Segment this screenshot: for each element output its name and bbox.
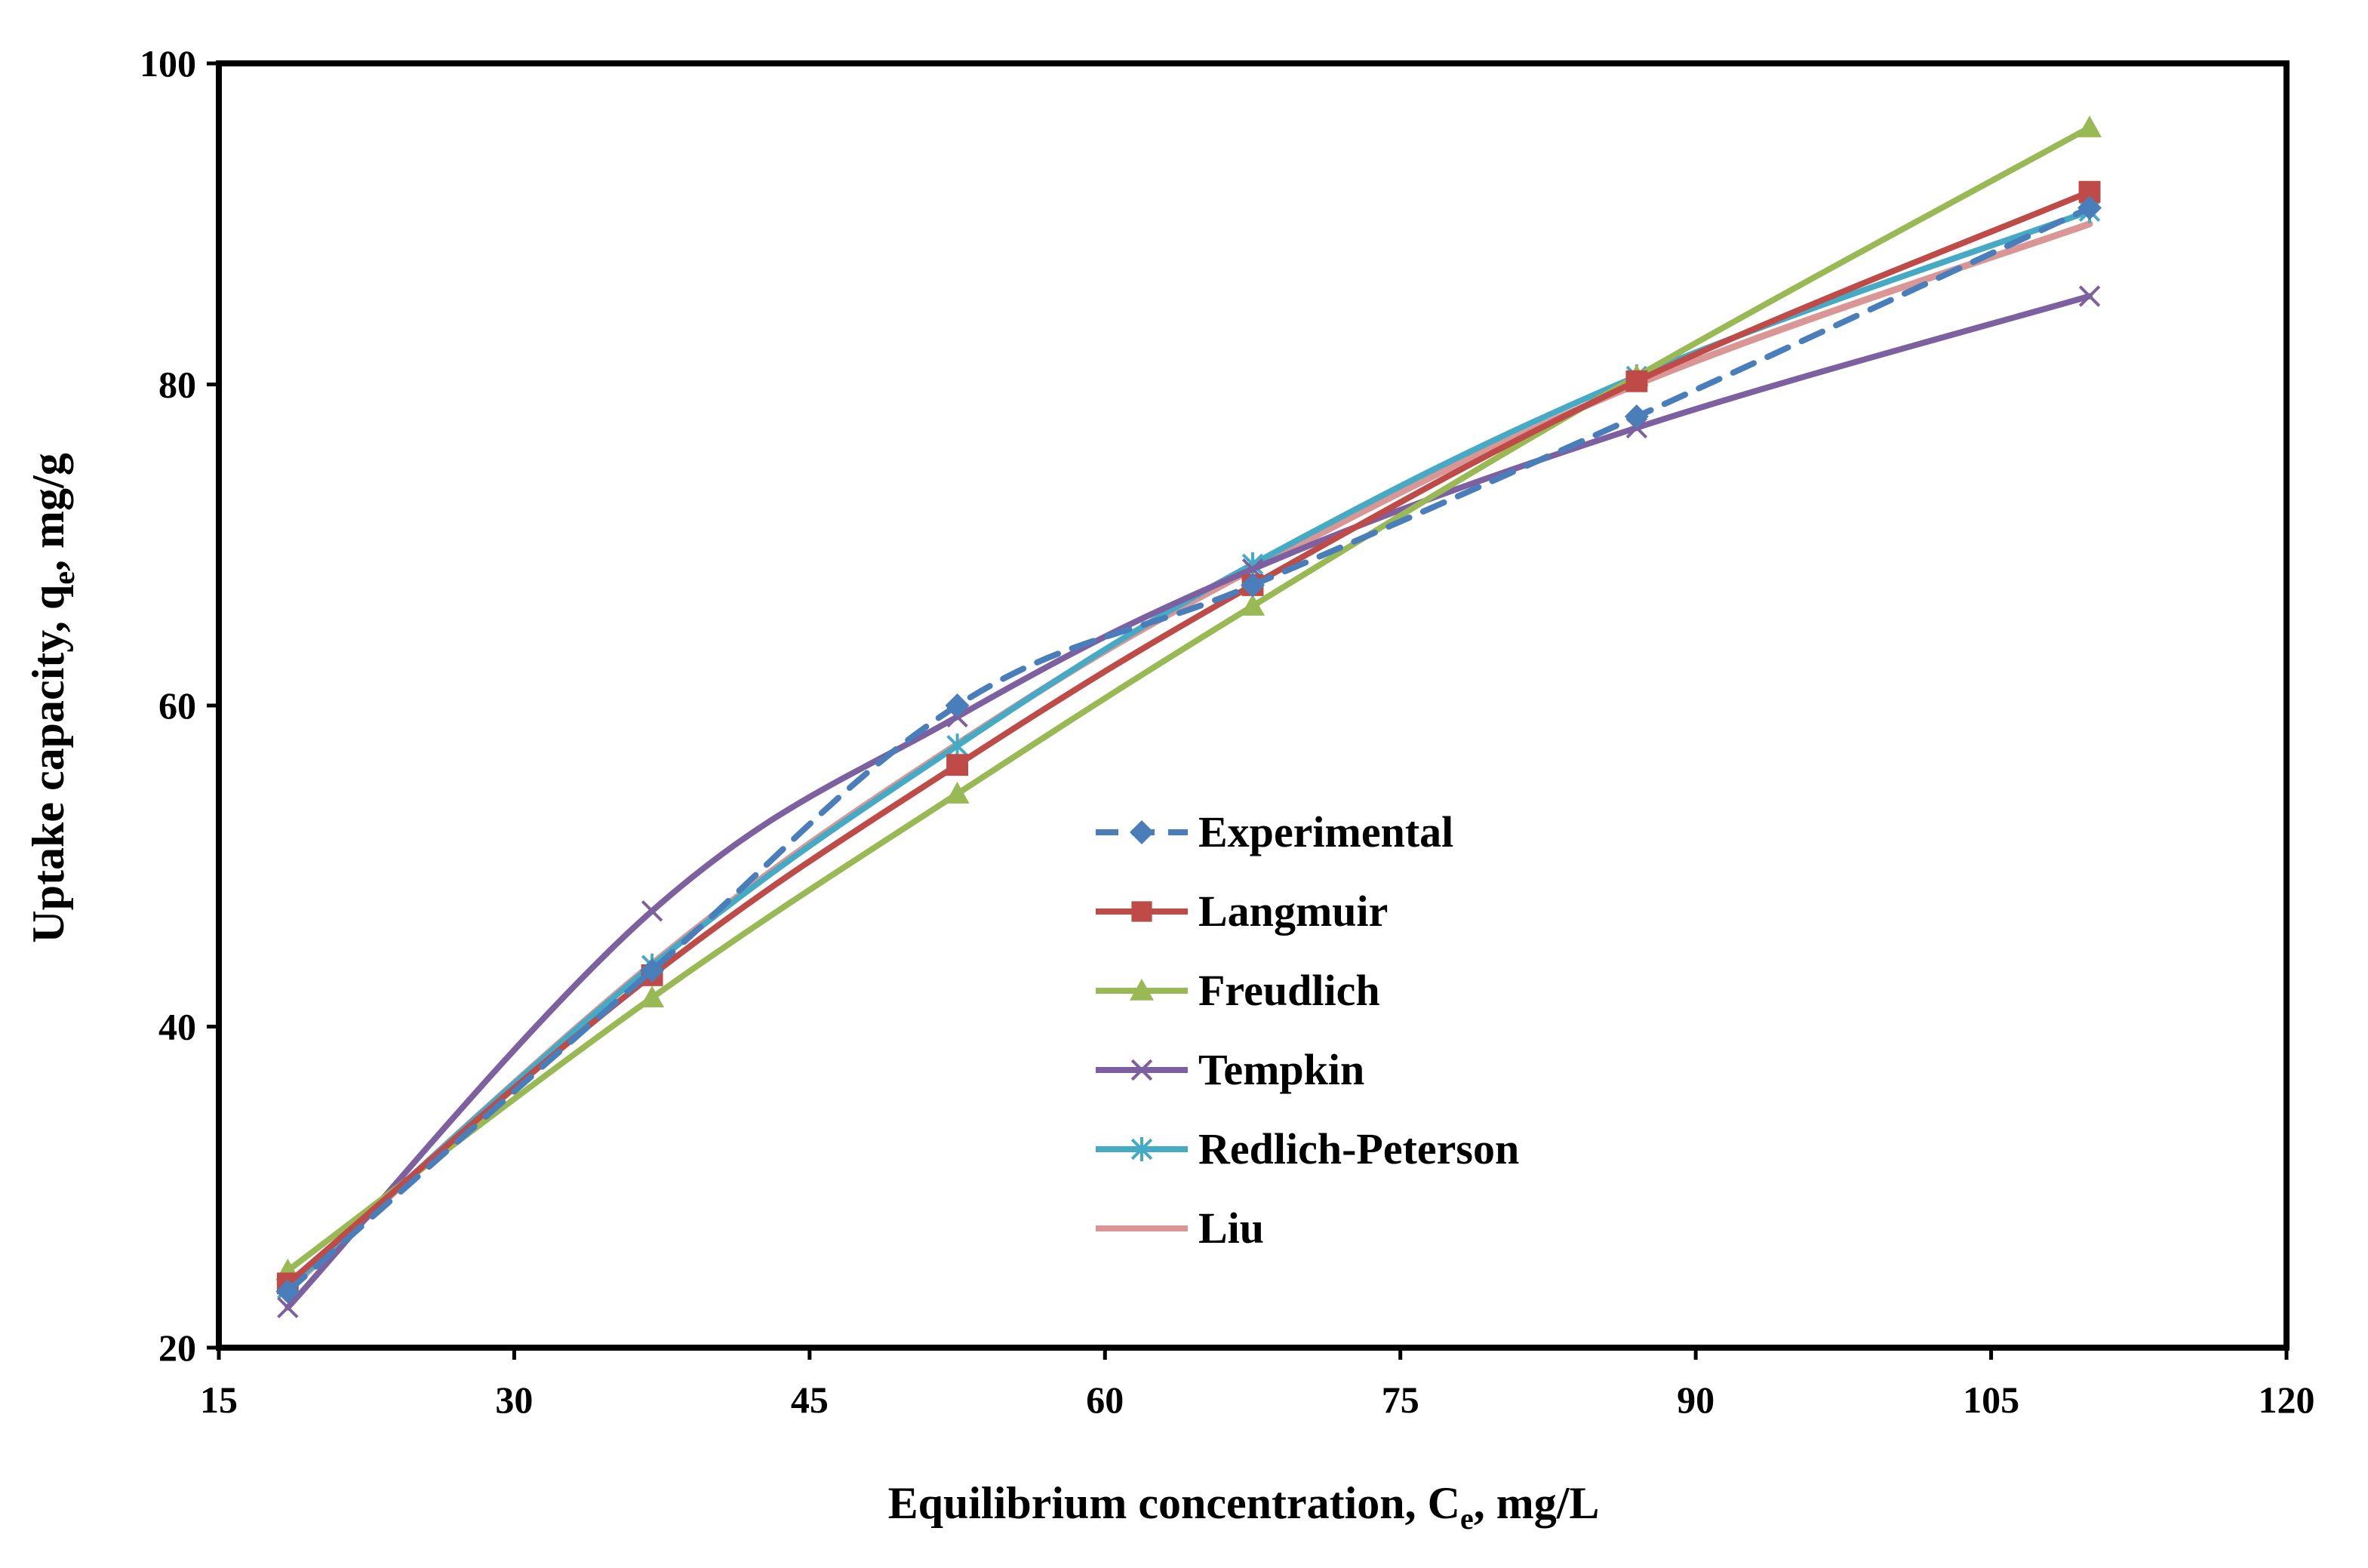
series-line-freudlich [284, 125, 2093, 1274]
data-point-experimental [1624, 404, 1649, 429]
x-tick-label: 90 [1677, 1379, 1714, 1421]
series-line-liu [284, 220, 2093, 1293]
marker-stroke [1130, 1059, 1153, 1081]
y-tick-label: 80 [158, 364, 196, 406]
legend-label-experimental: Experimental [1198, 807, 1453, 856]
legend-label-tempkin: Tempkin [1198, 1045, 1364, 1094]
y-tick-label: 20 [158, 1327, 196, 1369]
series-liu [284, 220, 2093, 1293]
data-point-experimental [945, 693, 970, 718]
data-point-freudlich [2077, 115, 2102, 137]
x-axis-title-suffix: , mg/L [1474, 1478, 1600, 1528]
legend-marker-redlich-peterson [1130, 1137, 1153, 1161]
data-point-tempkin [277, 1296, 299, 1319]
x-tick-label: 45 [791, 1379, 829, 1421]
marker-stroke [641, 900, 663, 922]
series-line-tempkin [284, 293, 2093, 1311]
x-tick-label: 15 [200, 1379, 238, 1421]
data-point-redlich-peterson [946, 733, 968, 758]
legend: Experimental Langmuir Freudlich Tempkin Redl… [1096, 807, 1519, 1253]
legend-marker-langmuir [1131, 901, 1152, 922]
legend-marker-freudlich [1130, 979, 1154, 1001]
marker-stroke [2078, 285, 2101, 307]
data-point-freudlich [1241, 594, 1265, 616]
legend-item-tempkin: Tempkin [1096, 1045, 1364, 1094]
series-langmuir [276, 180, 2101, 1295]
y-tick-label: 60 [158, 684, 196, 727]
legend-label-liu: Liu [1198, 1204, 1264, 1253]
y-tick-label: 100 [140, 42, 196, 85]
legend-item-freudlich: Freudlich [1096, 966, 1380, 1015]
series-redlich-peterson [277, 198, 2101, 1301]
data-point-freudlich [640, 985, 665, 1008]
axes-layer: 20 40 60 80 100 15 30 45 60 75 90 105 120 [140, 42, 2315, 1421]
x-axis-title: Equilibrium concentration, Ce, mg/L [888, 1478, 1600, 1536]
x-tick-label: 60 [1086, 1379, 1124, 1421]
legend-marker-experimental [1130, 820, 1154, 844]
x-tick-label: 105 [1963, 1379, 2019, 1421]
data-point-freudlich [945, 782, 970, 804]
legend-marker-tempkin [1130, 1059, 1153, 1081]
x-axis-title-subscript: e [1460, 1502, 1474, 1536]
x-tick-label: 30 [495, 1379, 533, 1421]
x-tick-label: 75 [1382, 1379, 1419, 1421]
series-line-experimental [284, 204, 2093, 1295]
legend-label-freudlich: Freudlich [1198, 966, 1380, 1015]
legend-label-redlich-peterson: Redlich-Peterson [1198, 1124, 1519, 1173]
y-axis-title: Uptake capacity, qe, mg/g [23, 453, 81, 942]
series-line-langmuir [284, 189, 2093, 1287]
x-tick-label: 120 [2259, 1379, 2315, 1421]
series-experimental [275, 195, 2102, 1304]
data-point-experimental [1241, 573, 1265, 598]
y-axis-title-subscript: e [47, 571, 81, 585]
series-tempkin [277, 285, 2101, 1319]
legend-item-redlich-peterson: Redlich-Peterson [1096, 1124, 1519, 1173]
x-axis-title-text: Equilibrium concentration, C [888, 1478, 1460, 1528]
data-point-tempkin [2078, 285, 2101, 307]
legend-label-langmuir: Langmuir [1198, 887, 1388, 936]
data-point-langmuir [946, 754, 969, 776]
legend-item-liu: Liu [1096, 1204, 1264, 1253]
y-tick-label: 40 [158, 1006, 196, 1048]
legend-item-langmuir: Langmuir [1096, 887, 1388, 936]
y-axis-title-suffix: , mg/g [23, 453, 73, 571]
series-freudlich [275, 115, 2102, 1281]
data-point-experimental [2077, 195, 2102, 220]
series-layer [275, 115, 2102, 1319]
data-point-experimental [640, 958, 665, 983]
y-axis-title-text: Uptake capacity, q [23, 585, 73, 943]
legend-item-experimental: Experimental [1096, 807, 1453, 856]
data-point-langmuir [1625, 370, 1648, 392]
data-point-experimental [275, 1279, 300, 1304]
data-point-tempkin [641, 900, 663, 922]
marker-stroke [277, 1296, 299, 1319]
